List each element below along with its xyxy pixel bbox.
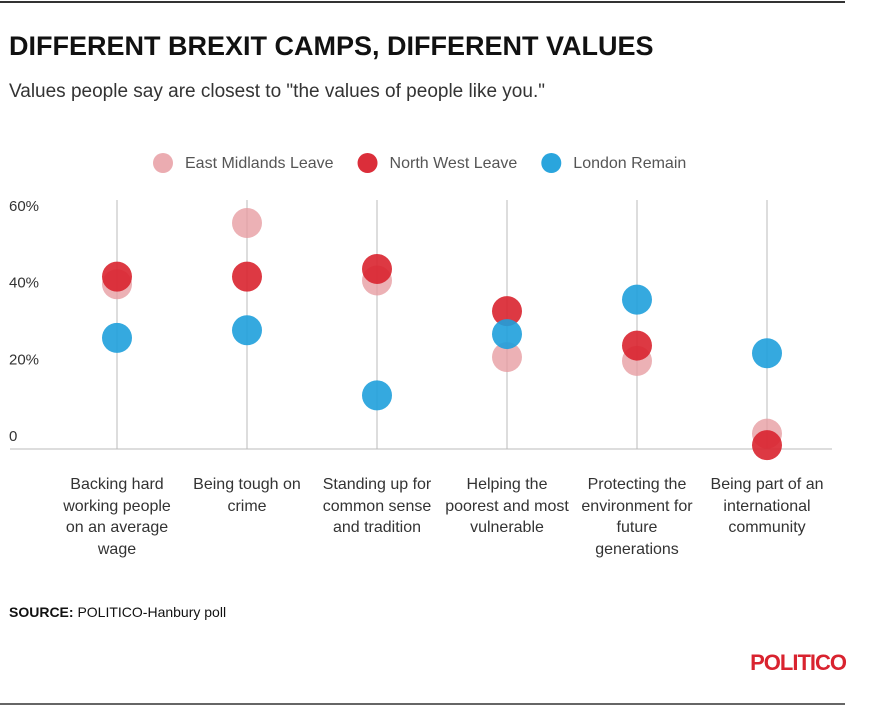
dot (102, 261, 132, 292)
dot (362, 253, 392, 284)
legend-marker (541, 153, 562, 173)
legend-label: East Midlands Leave (185, 155, 334, 172)
source-label: SOURCE: (9, 604, 74, 620)
dot (752, 338, 782, 369)
x-tick-label: Standing up for common sense and traditi… (322, 476, 432, 536)
dot (362, 380, 392, 411)
y-tick-label: 0 (9, 428, 17, 445)
x-tick-label: Backing hard working people on an averag… (63, 476, 171, 558)
source: SOURCE: POLITICO-Hanbury poll (9, 604, 226, 620)
source-text: POLITICO-Hanbury poll (77, 604, 226, 620)
dot (492, 296, 522, 327)
x-tick-label: Being part of an international community (710, 476, 824, 536)
y-tick-label: 20% (9, 351, 39, 368)
y-tick-label: 60% (9, 198, 39, 215)
dot (492, 319, 522, 350)
y-tick-label: 40% (9, 275, 39, 292)
dot (492, 342, 522, 373)
dot (622, 284, 652, 315)
chart-title: DIFFERENT BREXIT CAMPS, DIFFERENT VALUES (9, 31, 654, 61)
dot (232, 315, 262, 346)
x-tick-label: Helping the poorest and most vulnerable (445, 476, 569, 536)
legend-label: North West Leave (390, 155, 518, 172)
dot (232, 207, 262, 238)
dot (622, 330, 652, 361)
dot (102, 322, 132, 353)
chart-subtitle: Values people say are closest to "the va… (9, 81, 545, 102)
dot (752, 430, 782, 461)
legend-marker (153, 153, 173, 173)
x-tick-label: Protecting the environment for future ge… (581, 476, 693, 558)
brand-logo: POLITICO (750, 650, 847, 675)
x-tick-label: Being tough on crime (193, 476, 301, 515)
legend-label: London Remain (573, 155, 686, 172)
legend-marker (357, 153, 378, 173)
dot (232, 261, 262, 292)
